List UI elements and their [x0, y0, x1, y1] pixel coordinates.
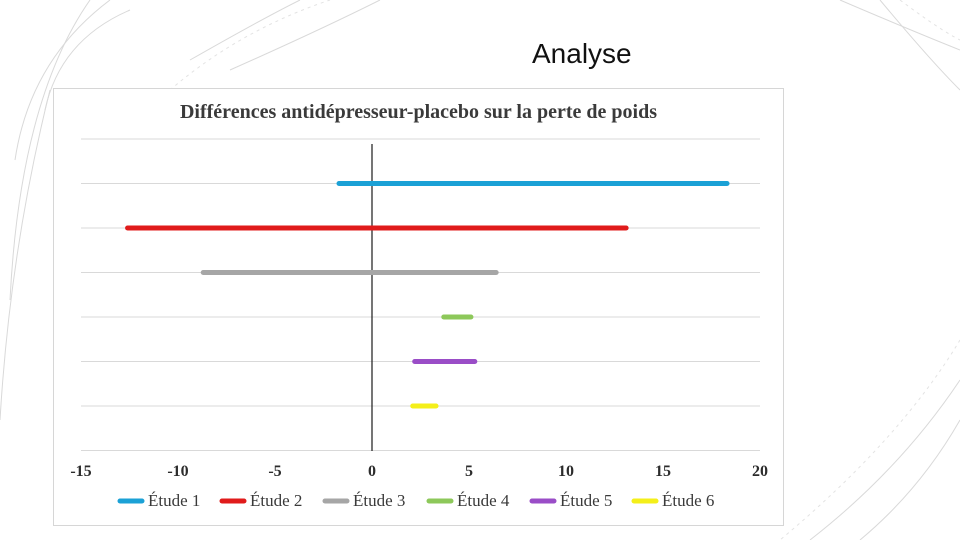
x-tick-label: 0: [368, 463, 376, 480]
legend-label: Étude 4: [457, 491, 510, 510]
range-bars: [125, 181, 730, 409]
x-tick-label: 10: [558, 463, 574, 480]
legend: Étude 1 Étude 2 Étude 3 Étude 4 Étude 5 Étude…: [117, 491, 714, 510]
x-tick-label: -10: [167, 463, 188, 480]
x-tick-label: -15: [70, 463, 91, 480]
chart-panel: Différences antidépresseur-placebo sur l…: [53, 88, 784, 526]
legend-label: Étude 2: [250, 491, 302, 510]
legend-label: Étude 3: [353, 491, 405, 510]
range-bar-chart: -15 -10 -5 0 5 10 15 20 Étude 1 Étude 2 Étude 3 Ét…: [70, 138, 768, 510]
chart-title: Différences antidépresseur-placebo sur l…: [179, 101, 657, 123]
slide-title: Analyse: [532, 38, 632, 69]
x-tick-label: 20: [752, 463, 768, 480]
x-tick-label: 15: [655, 463, 671, 480]
legend-label: Étude 5: [560, 491, 612, 510]
legend-label: Étude 6: [662, 491, 714, 510]
x-tick-labels: -15 -10 -5 0 5 10 15 20: [70, 463, 768, 480]
x-tick-label: 5: [465, 463, 473, 480]
legend-label: Étude 1: [148, 491, 200, 510]
x-tick-label: -5: [268, 463, 281, 480]
